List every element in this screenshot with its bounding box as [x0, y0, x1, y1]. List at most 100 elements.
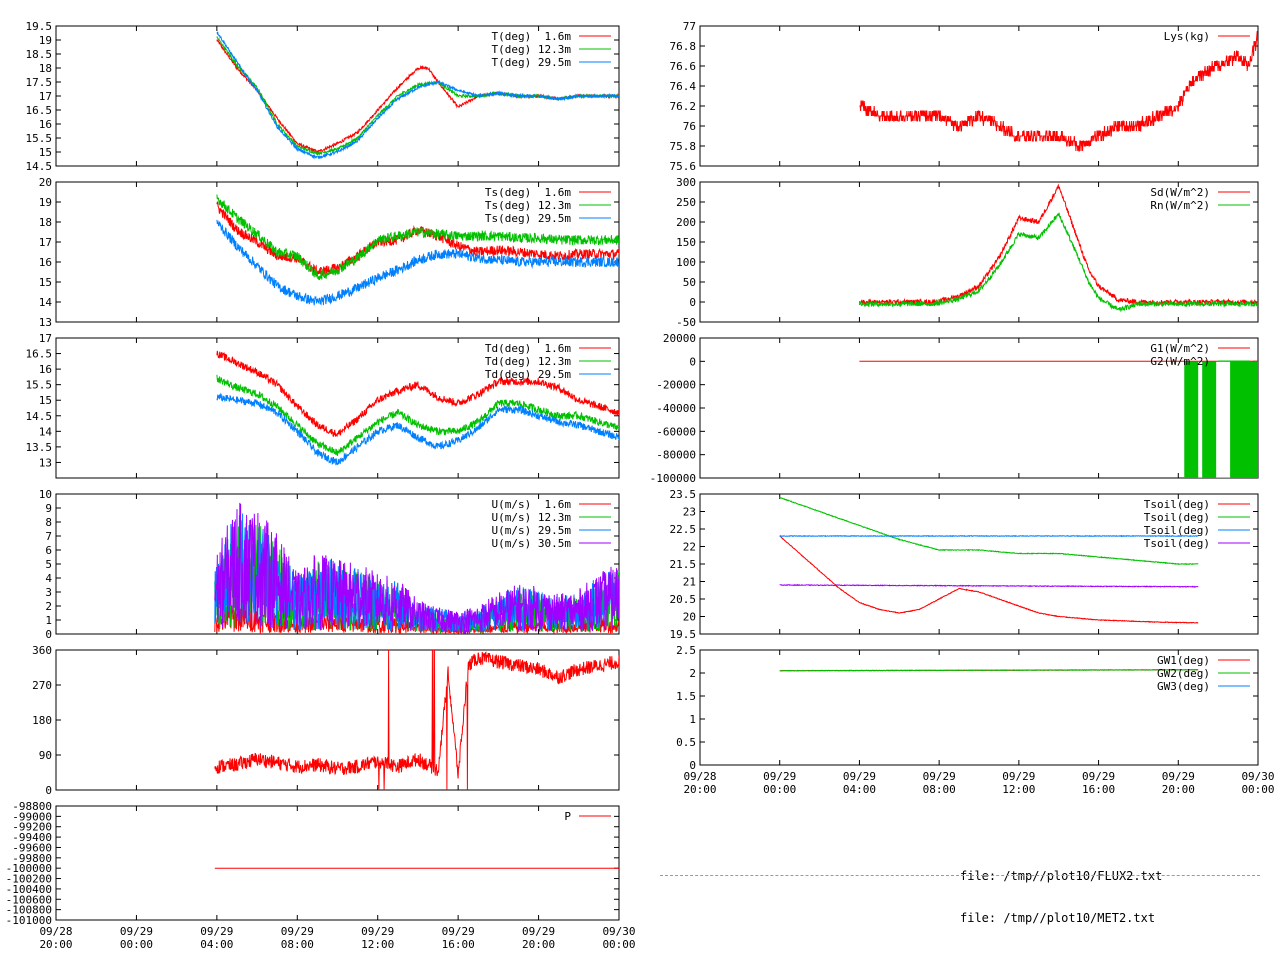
y-tick-label: -80000 [656, 449, 696, 462]
x-tick-label-date: 09/29 [522, 925, 555, 938]
y-tick-label: 0.5 [676, 736, 696, 749]
y-tick-label: 17 [39, 90, 52, 103]
y-tick-label: 15.5 [26, 379, 53, 392]
y-tick-label: 9 [45, 502, 52, 515]
y-tick-label: 2 [689, 667, 696, 680]
x-tick-label-time: 00:00 [120, 938, 153, 951]
x-tick-label-time: 16:00 [442, 938, 475, 951]
y-tick-label: 90 [39, 749, 52, 762]
x-tick-label-date: 09/29 [1002, 770, 1035, 783]
series-bar-g2-2 [1230, 361, 1258, 478]
series-line-tsoil-3 [779, 583, 1199, 588]
y-tick-label: -100800 [6, 904, 52, 917]
legend-label: U(m/s) 12.3m [492, 511, 572, 524]
plot-frame [55, 337, 620, 479]
y-tick-label: 14.5 [26, 160, 53, 173]
series-line-tsoil-2 [779, 534, 1199, 538]
x-tick-label-time: 08:00 [281, 938, 314, 951]
y-tick-label: 21.5 [670, 558, 697, 571]
y-tick-label: 14 [39, 425, 53, 438]
series-line-dir-0 [214, 650, 619, 790]
x-tick-label-time: 20:00 [522, 938, 555, 951]
y-tick-label: 300 [676, 176, 696, 189]
y-tick-label: 1 [45, 614, 52, 627]
y-tick-label: 5 [45, 558, 52, 571]
x-tick-label-time: 20:00 [39, 938, 72, 951]
y-tick-label: 0 [45, 784, 52, 797]
series-line-tsoil-1 [779, 496, 1199, 566]
series-line-tsoil-0 [779, 535, 1199, 624]
y-tick-label: -100600 [6, 893, 52, 906]
y-tick-label: 16 [39, 256, 52, 269]
y-tick-label: 17 [39, 236, 52, 249]
y-tick-label: 15.5 [26, 132, 53, 145]
y-tick-label: -99400 [12, 831, 52, 844]
y-tick-label: 16.5 [26, 348, 53, 361]
x-tick-label-date: 09/28 [683, 770, 716, 783]
legend-label: Tsoil(deg) [1144, 524, 1210, 537]
legend-label: Td(deg) 12.3m [485, 355, 571, 368]
x-tick-label-date: 09/29 [442, 925, 475, 938]
legend-label: T(deg) 29.5m [492, 56, 572, 69]
legend-label: U(m/s) 30.5m [492, 537, 572, 550]
y-tick-label: 17 [39, 332, 52, 345]
legend-label: Lys(kg) [1164, 30, 1210, 43]
legend-label: Rn(W/m^2) [1150, 199, 1210, 212]
y-tick-label: 270 [32, 679, 52, 692]
plot-frame [55, 805, 620, 921]
panel-tsoil: 23.52322.52221.52120.52019.5Tsoil(deg)Ts… [670, 488, 1259, 641]
panel-dir: 360 270 180 90 0 [32, 644, 620, 797]
y-tick-label: 19.5 [26, 20, 53, 33]
legend-label: GW2(deg) [1157, 667, 1210, 680]
x-tick-label-date: 09/29 [843, 770, 876, 783]
legend-label: T(deg) 1.6m [492, 30, 572, 43]
y-tick-label: -60000 [656, 425, 696, 438]
y-tick-label: -99800 [12, 852, 52, 865]
y-tick-label: 150 [676, 236, 696, 249]
legend-label: P [564, 810, 571, 823]
series-line-gw-1 [779, 668, 1199, 672]
x-tick-label-date: 09/30 [1241, 770, 1274, 783]
y-tick-label: 20 [39, 176, 52, 189]
plot-frame [699, 181, 1259, 323]
series-bar-g2-1 [1202, 361, 1217, 478]
series-line-ts-2 [216, 219, 619, 306]
y-tick-label: 20 [683, 611, 696, 624]
x-tick-label-date: 09/29 [120, 925, 153, 938]
y-tick-label: 20000 [663, 332, 696, 345]
legend-label: Td(deg) 29.5m [485, 368, 571, 381]
y-tick-label: 200 [676, 216, 696, 229]
legend-label: GW1(deg) [1157, 654, 1210, 667]
y-tick-label: 17.5 [26, 76, 53, 89]
legend-label: T(deg) 12.3m [492, 43, 572, 56]
panel-rad: 300 250 200 150 100 50 0 -50 Sd(W/m^2)Rn(W/m^2) [676, 176, 1259, 329]
y-tick-label: 18 [39, 62, 52, 75]
y-tick-label: -101000 [6, 914, 52, 927]
x-tick-label-time: 00:00 [602, 938, 635, 951]
legend-label: Tsoil(deg) [1144, 511, 1210, 524]
legend-label: Ts(deg) 1.6m [485, 186, 571, 199]
x-tick-label-time: 12:00 [1002, 783, 1035, 796]
y-tick-label: 0 [689, 759, 696, 772]
y-tick-label: 76 [683, 120, 696, 133]
y-tick-label: 0 [689, 296, 696, 309]
y-tick-label: 23.5 [670, 488, 697, 501]
y-tick-label: 18 [39, 216, 52, 229]
file-label-flux: file: /tmp//plot10/FLUX2.txt [960, 869, 1163, 883]
legend-label: Tsoil(deg) [1144, 537, 1210, 550]
y-tick-label: 23 [683, 506, 696, 519]
y-tick-label: -50 [676, 316, 696, 329]
y-tick-label: 15 [39, 394, 52, 407]
x-tick-label-date: 09/29 [361, 925, 394, 938]
y-tick-label: 14 [39, 296, 53, 309]
y-tick-label: 19 [39, 34, 52, 47]
y-tick-label: 2 [45, 600, 52, 613]
legend-label: GW3(deg) [1157, 680, 1210, 693]
series-line-td-1 [216, 374, 619, 457]
x-tick-label-time: 20:00 [1162, 783, 1195, 796]
legend-label: Ts(deg) 12.3m [485, 199, 571, 212]
file-list: file: /tmp//plot10/FLUX2.txt file: /tmp/… [960, 841, 1162, 939]
x-tick-label-date: 09/29 [763, 770, 796, 783]
separator-line [660, 875, 1260, 876]
